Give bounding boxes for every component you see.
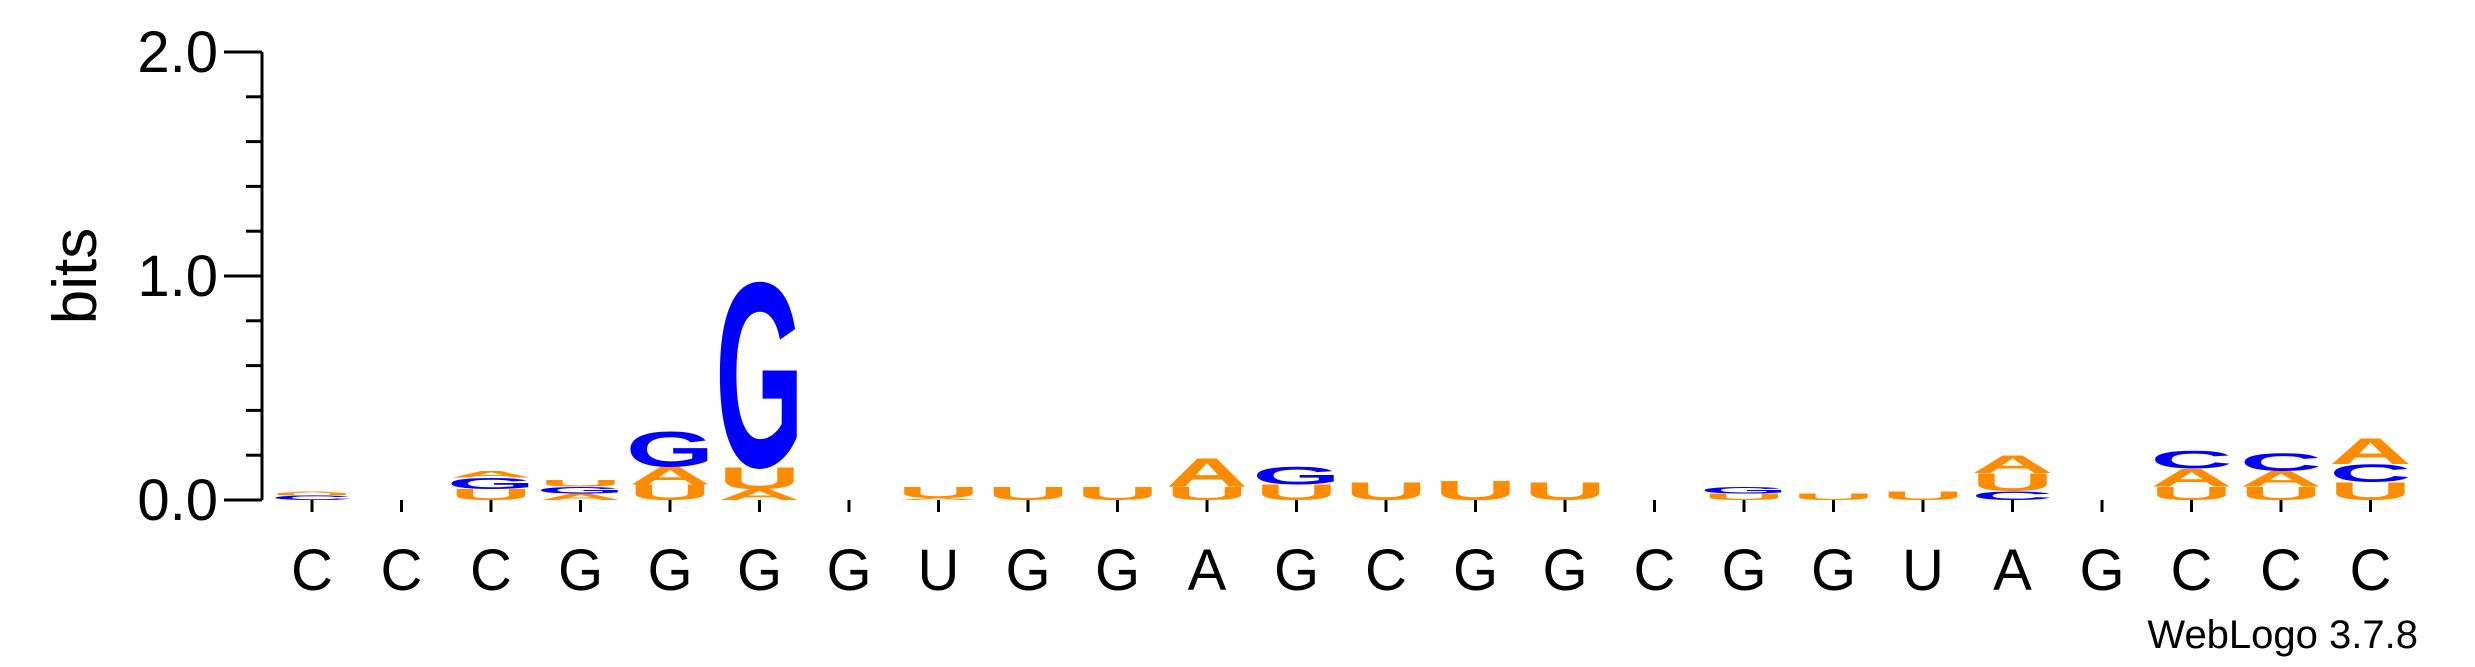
- position-label: A: [1993, 538, 2032, 603]
- position-label: G: [558, 538, 603, 603]
- logo-letter-u: U: [1971, 469, 2053, 497]
- position-label: C: [381, 538, 423, 603]
- logo-letter-u: U: [2150, 483, 2232, 504]
- logo-letter-u: U: [2240, 483, 2322, 504]
- logo-letter-a: A: [718, 486, 800, 503]
- position-label: C: [2171, 538, 2213, 603]
- logo-letter-g: G: [1252, 462, 1341, 490]
- logo-letter-g: G: [1700, 485, 1789, 495]
- y-tick-label: 2.0: [137, 20, 218, 85]
- logo-letter-a: A: [2240, 467, 2322, 491]
- position-label: C: [2350, 538, 2392, 603]
- logo-letter-c: C: [2329, 460, 2411, 488]
- position-label: G: [1811, 538, 1856, 603]
- logo-letter-a: A: [897, 497, 979, 500]
- logo-letter-u: U: [897, 484, 979, 501]
- logo-letter-c: C: [271, 494, 353, 501]
- y-axis-label: bits: [41, 228, 110, 324]
- y-tick-label: 0.0: [137, 468, 218, 533]
- logo-letter-u: U: [1882, 489, 1964, 503]
- position-label: C: [291, 538, 333, 603]
- logo-letter-u: U: [1792, 492, 1874, 502]
- logo-letter-c: C: [2240, 449, 2322, 477]
- logo-letter-g: G: [715, 229, 804, 524]
- logo-letter-u: U: [271, 493, 353, 496]
- logo-letter-a: A: [2150, 464, 2232, 492]
- logo-letter-u: U: [1703, 492, 1785, 502]
- logo-letter-a: A: [271, 491, 353, 494]
- logo-letter-c: C: [2150, 446, 2232, 474]
- logo-letter-u: U: [450, 486, 532, 503]
- position-label: G: [2079, 538, 2124, 603]
- position-label: G: [1453, 538, 1498, 603]
- logo-letter-a: A: [629, 462, 711, 490]
- position-label: C: [470, 538, 512, 603]
- position-label: U: [1902, 538, 1944, 603]
- position-label: C: [1365, 538, 1407, 603]
- logo-letter-a: A: [450, 469, 532, 479]
- position-label: G: [647, 538, 692, 603]
- logo-letter-a: A: [1971, 451, 2053, 479]
- logo-letter-u: U: [539, 478, 621, 488]
- logo-letter-u: U: [718, 460, 800, 495]
- position-label: U: [918, 538, 960, 603]
- logo-letter-g: G: [447, 475, 536, 492]
- position-label: G: [1274, 538, 1319, 603]
- logo-letter-u: U: [987, 483, 1069, 504]
- position-label: C: [2260, 538, 2302, 603]
- position-label: G: [1721, 538, 1766, 603]
- position-label: G: [737, 538, 782, 603]
- logo-letter-a: A: [2329, 430, 2411, 472]
- y-tick-label: 1.0: [137, 244, 218, 309]
- logo-letter-u: U: [1166, 483, 1248, 504]
- logo-letter-a: A: [539, 492, 621, 502]
- position-label: G: [1095, 538, 1140, 603]
- position-label: G: [826, 538, 871, 603]
- weblogo-credit: WebLogo 3.7.8: [2147, 613, 2418, 657]
- position-label: G: [1005, 538, 1050, 603]
- y-axis-ticks: 0.0 1.0 2.0: [137, 20, 262, 533]
- position-label: A: [1188, 538, 1227, 603]
- logo-letter-g: G: [626, 421, 715, 477]
- logo-letter-c: C: [1971, 489, 2053, 503]
- position-label: G: [1542, 538, 1587, 603]
- position-label: C: [1634, 538, 1676, 603]
- logo-letter-u: U: [1076, 483, 1158, 504]
- logo-letter-g: G: [536, 485, 625, 495]
- logo-letter-a: A: [1166, 451, 1248, 496]
